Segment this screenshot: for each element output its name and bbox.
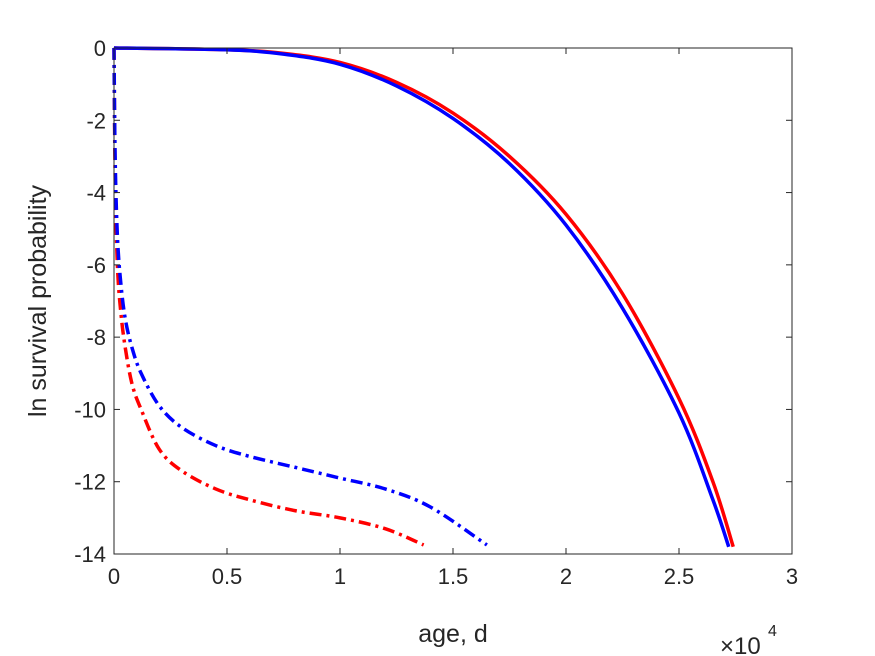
plot-area bbox=[114, 48, 792, 554]
series-red-dashdot-line bbox=[112, 47, 425, 547]
y-tick-label: 0 bbox=[94, 36, 106, 61]
y-tick-label: -12 bbox=[74, 470, 106, 495]
y-tick-label: -8 bbox=[86, 325, 106, 350]
series-layer bbox=[112, 46, 735, 548]
x-tick-label: 1 bbox=[334, 564, 346, 589]
y-axis-label: ln survival probability bbox=[24, 184, 52, 417]
x-tick-label: 2.5 bbox=[664, 564, 695, 589]
x-multiplier-label: ×10 bbox=[720, 633, 761, 656]
x-tick-label: 0 bbox=[108, 564, 120, 589]
series-blue-solid-line bbox=[113, 46, 731, 548]
y-tick-label: -6 bbox=[86, 253, 106, 278]
ticks-layer: 0 0.5 1 1.5 2 2.5 3 0 -2 -4 -6 -8 -10 -12 -14 bbox=[74, 36, 798, 589]
x-tick-label: 0.5 bbox=[212, 564, 243, 589]
y-tick-label: -2 bbox=[86, 108, 106, 133]
y-tick-label: -4 bbox=[86, 181, 106, 206]
x-multiplier-exponent: 4 bbox=[768, 623, 777, 640]
y-tick-label: -14 bbox=[74, 542, 106, 567]
y-tick-label: -10 bbox=[74, 397, 106, 422]
series-blue-dashdot-line bbox=[112, 47, 488, 547]
x-tick-label: 1.5 bbox=[438, 564, 469, 589]
x-tick-label: 3 bbox=[786, 564, 798, 589]
x-axis-label: age, d bbox=[418, 620, 488, 648]
x-tick-label: 2 bbox=[560, 564, 572, 589]
